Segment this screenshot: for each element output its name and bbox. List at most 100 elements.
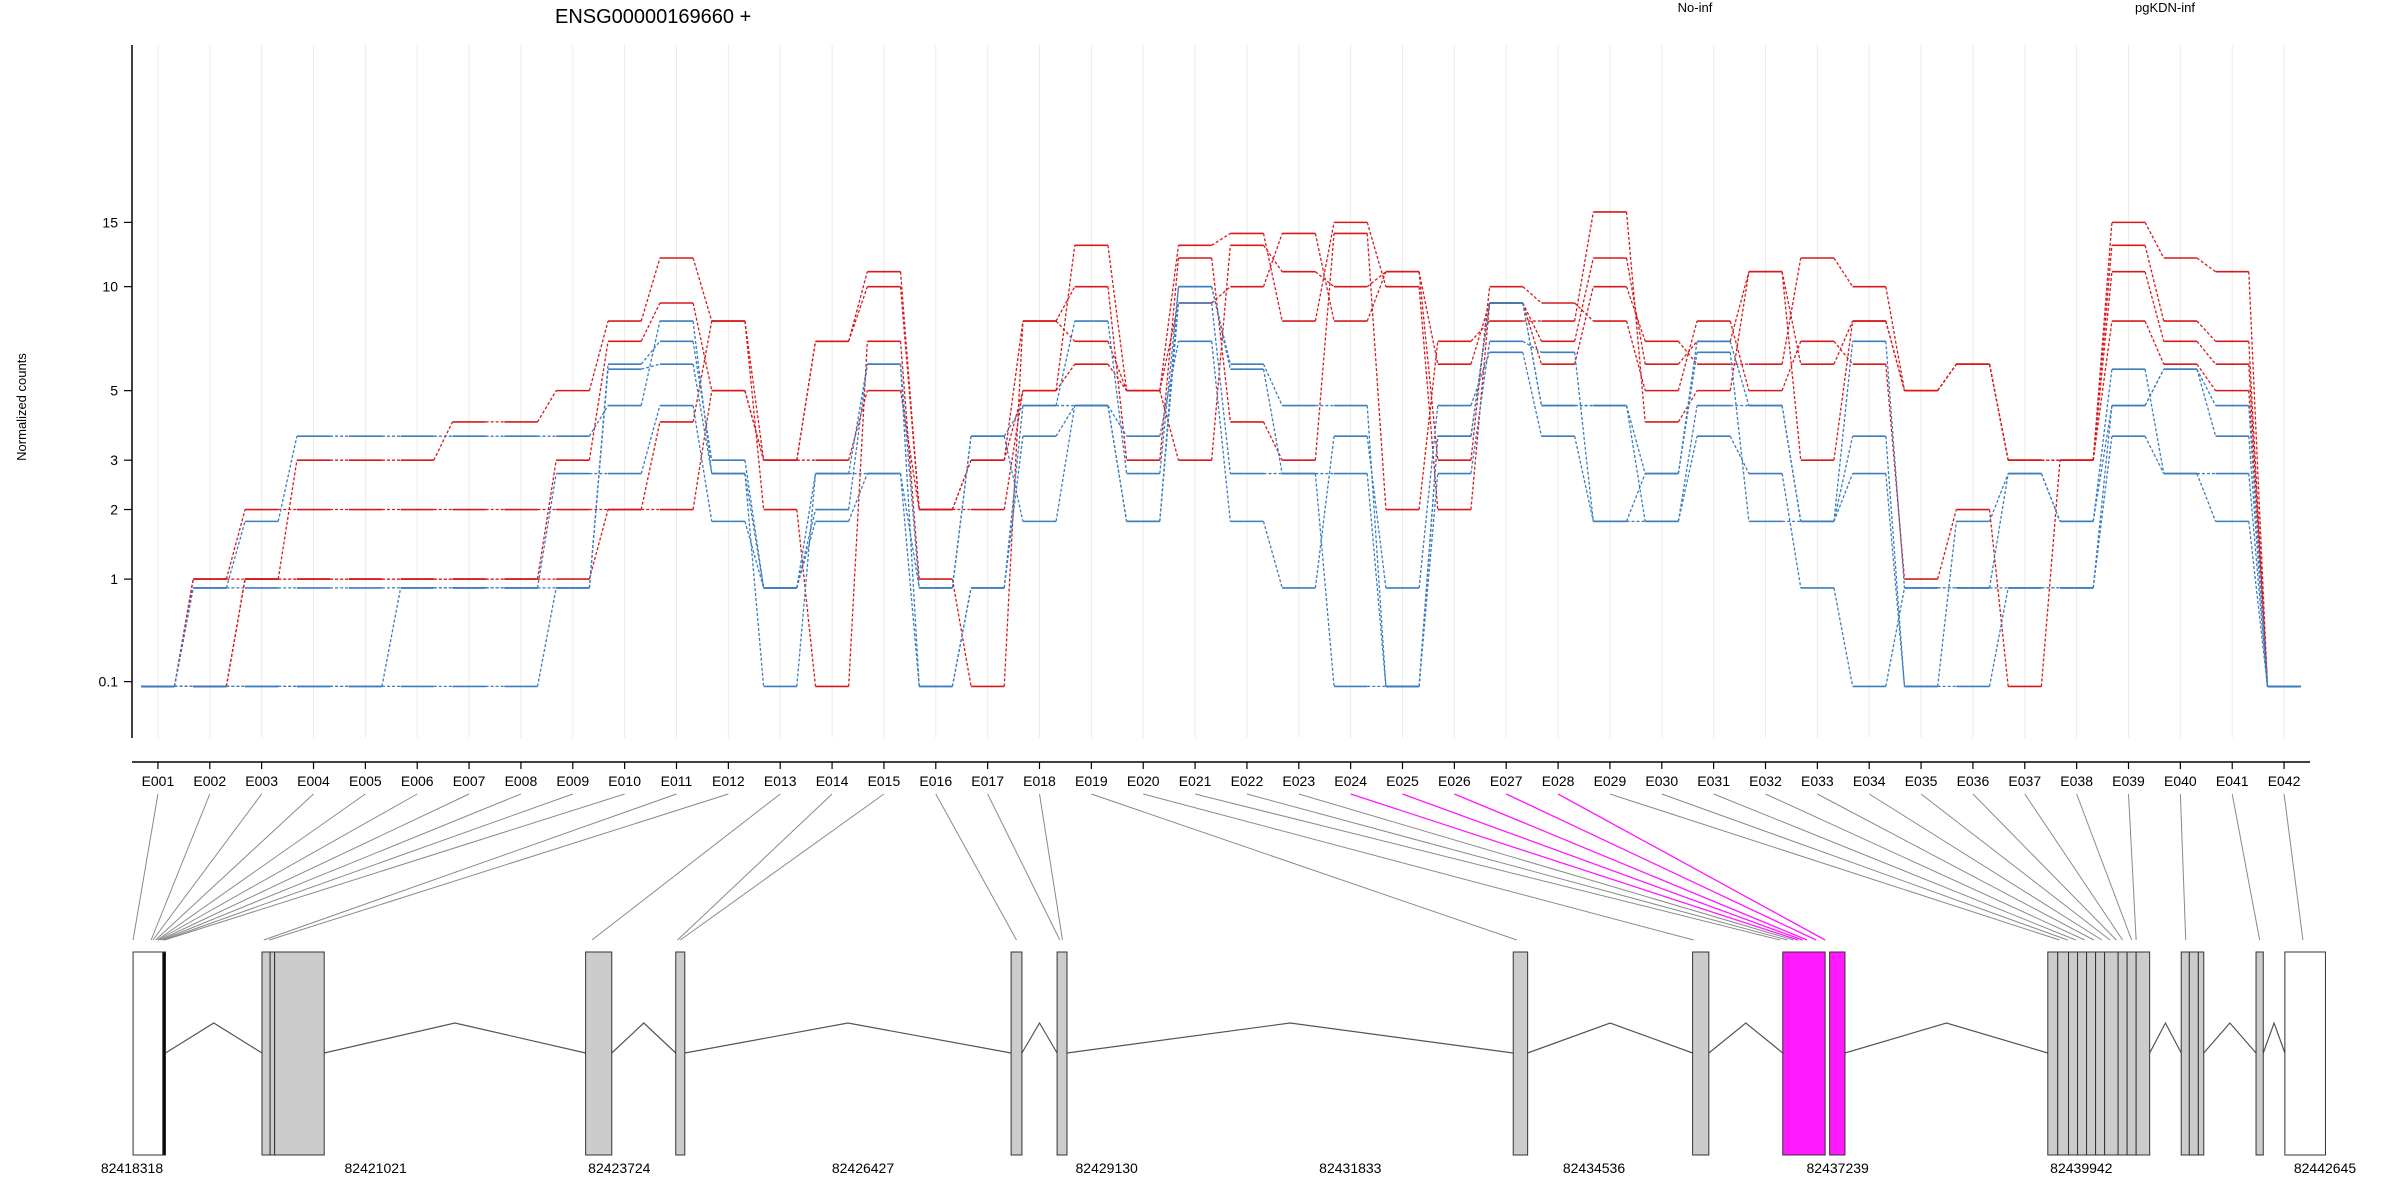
data-connector	[1522, 286, 1542, 304]
data-connector	[173, 578, 194, 687]
connector-E036	[1972, 793, 2117, 941]
data-connector	[1574, 436, 1594, 522]
connector-E033	[1817, 793, 2095, 941]
connector-E003	[152, 793, 263, 941]
data-connector	[1470, 302, 1491, 365]
data-connector	[899, 473, 920, 588]
data-connector	[1677, 352, 1698, 474]
data-connector	[1366, 405, 1387, 687]
x-tick-label: E015	[868, 773, 901, 789]
data-connector	[1885, 320, 1906, 391]
x-tick-label: E035	[1905, 773, 1938, 789]
data-connector	[1833, 341, 1854, 522]
data-connector	[1781, 271, 1802, 461]
data-connector	[796, 341, 817, 461]
data-connector	[692, 320, 713, 423]
data-connector	[1107, 286, 1128, 461]
exon-block	[2135, 951, 2151, 1156]
connector-E008	[161, 793, 522, 941]
exon-block	[2126, 951, 2137, 1156]
data-connector	[1833, 320, 1854, 365]
data-connector	[1574, 211, 1594, 322]
legend-pgkdn-inf: pgKDN-inf	[2135, 0, 2195, 15]
data-connector	[1677, 341, 1698, 474]
data-connector	[1522, 302, 1543, 342]
x-tick-label: E004	[297, 773, 330, 789]
data-connector	[1055, 286, 1076, 322]
exon-block	[1829, 951, 1846, 1156]
data-connector	[1781, 257, 1802, 365]
y-tick-label: 2	[110, 502, 118, 518]
x-tick-label: E016	[919, 773, 952, 789]
connector-E023	[1298, 793, 1794, 941]
exon-block	[2077, 951, 2088, 1156]
data-connector	[1988, 364, 2009, 461]
data-connector	[1988, 364, 2009, 461]
data-connector	[1314, 233, 1335, 322]
x-tick-label: E027	[1490, 773, 1523, 789]
x-tick-label: E002	[193, 773, 226, 789]
data-connector	[1625, 405, 1646, 474]
connector-E017	[987, 793, 1061, 941]
data-connector	[1366, 222, 1387, 287]
data-connector	[588, 320, 609, 391]
genomic-coordinate-label: 82426427	[832, 1160, 895, 1176]
intron-line	[1844, 1022, 2048, 1054]
data-connector	[1003, 405, 1024, 437]
series-lines	[141, 211, 2301, 688]
x-tick-label: E017	[971, 773, 1004, 789]
exon-block	[162, 951, 167, 1156]
exon-block	[269, 951, 276, 1156]
connector-E040	[2179, 793, 2187, 941]
x-tick-label: E025	[1386, 773, 1419, 789]
data-connector	[2040, 473, 2061, 522]
data-connector	[692, 320, 713, 474]
genomic-coordinate-label: 82431833	[1319, 1160, 1382, 1176]
data-connector	[744, 473, 765, 687]
data-connector	[1470, 302, 1491, 510]
y-tick-label: 0.1	[99, 674, 119, 690]
data-connector	[744, 321, 765, 510]
x-tick-label: E034	[1853, 773, 1886, 789]
intron-line	[2203, 1022, 2257, 1054]
x-tick-label: E020	[1127, 773, 1160, 789]
data-connector	[2196, 363, 2217, 392]
data-connector	[1159, 341, 1180, 437]
data-connector	[1211, 232, 1231, 246]
data-connector	[1988, 509, 2009, 687]
data-connector	[1677, 436, 1698, 522]
data-connector	[1418, 271, 1439, 365]
data-connector	[1729, 320, 1750, 391]
x-tick-label: E006	[401, 773, 434, 789]
data-connector	[1470, 341, 1491, 474]
data-connector	[744, 521, 765, 589]
x-tick-label: E030	[1645, 773, 1678, 789]
data-connector	[588, 405, 609, 437]
data-connector	[1625, 405, 1646, 522]
series-pgKDN-inf-5	[141, 285, 2301, 688]
connector-E015	[679, 793, 885, 941]
data-connector	[848, 473, 868, 522]
data-connector	[1574, 352, 1594, 522]
x-tick-label: E003	[245, 773, 278, 789]
intron-line	[1527, 1022, 1693, 1054]
data-connector	[1366, 271, 1387, 288]
data-connector	[2092, 369, 2113, 522]
connector-E038	[2076, 793, 2133, 941]
data-connector	[1988, 473, 2009, 588]
data-connector	[1781, 473, 1802, 588]
connector-E042	[2283, 793, 2304, 941]
connector-E024	[1350, 793, 1799, 941]
data-connector	[588, 369, 609, 588]
data-connector	[848, 271, 868, 342]
exon-block	[2197, 951, 2205, 1156]
data-connector	[2248, 364, 2269, 687]
exon-block	[1010, 951, 1023, 1156]
data-connector	[2248, 341, 2269, 687]
x-tick-label: E021	[1179, 773, 1212, 789]
exon-block	[2104, 951, 2119, 1156]
data-connector	[1211, 286, 1231, 304]
data-connector	[2196, 368, 2217, 406]
x-tick-label: E008	[505, 773, 538, 789]
data-connector	[2248, 521, 2269, 687]
